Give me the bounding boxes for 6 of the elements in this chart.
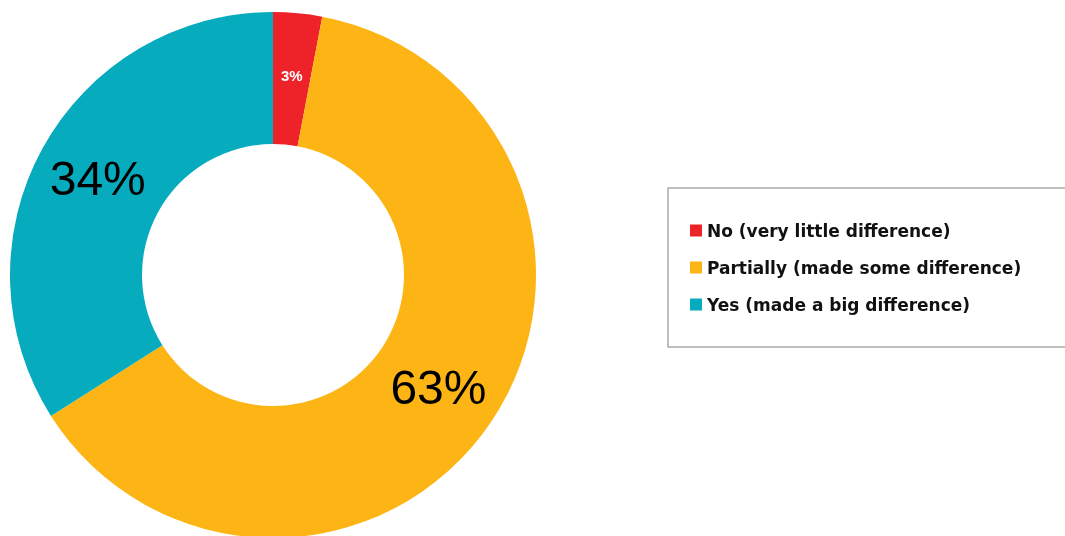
- data-label: 3%: [280, 67, 303, 85]
- legend-label: No (very little difference): [707, 220, 951, 241]
- data-label: 63%: [390, 360, 487, 414]
- data-label: 34%: [49, 152, 146, 206]
- legend-label: Yes (made a big difference): [706, 294, 971, 315]
- legend-label: Partially (made some difference): [707, 257, 1022, 278]
